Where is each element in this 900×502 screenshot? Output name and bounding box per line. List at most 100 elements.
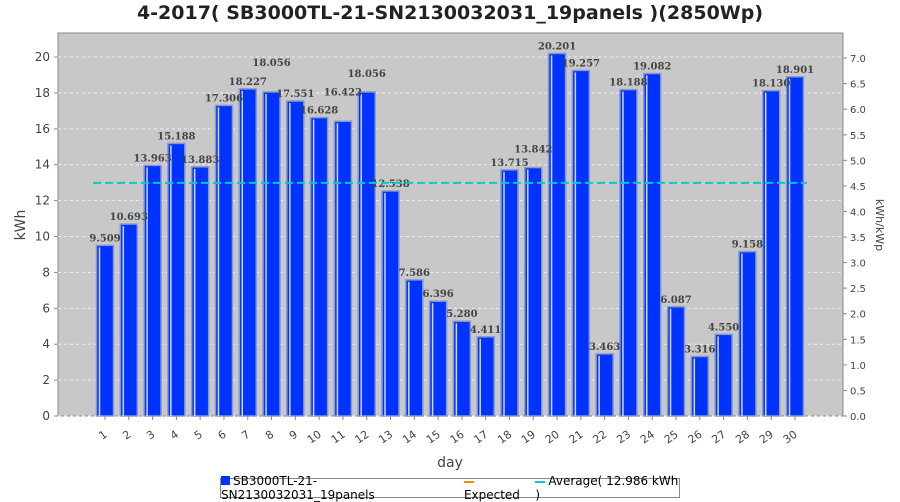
y-tick-label: 4 xyxy=(42,337,50,351)
y2-tick-label: 6.5 xyxy=(850,80,866,91)
data-label: 10.693 xyxy=(110,212,148,223)
y-tick-label: 0 xyxy=(42,409,50,423)
x-tick-label: 6 xyxy=(215,428,228,443)
x-tick-label: 5 xyxy=(192,428,205,443)
data-label: 18.901 xyxy=(776,65,814,76)
legend-average-label: Average( 12.986 kWh ) xyxy=(535,474,679,502)
data-label: 19.257 xyxy=(562,58,600,69)
y-tick-label: 18 xyxy=(35,86,50,100)
data-label: 5.280 xyxy=(446,309,477,320)
data-label: 7.586 xyxy=(399,268,430,279)
legend: SB3000TL-21-SN2130032031_19panels Expect… xyxy=(220,474,680,502)
legend-series: SB3000TL-21-SN2130032031_19panels xyxy=(221,474,458,502)
y2-tick-label: 0.5 xyxy=(850,386,866,397)
x-tick-label: 15 xyxy=(424,428,443,447)
x-tick-label: 12 xyxy=(353,428,372,447)
y-tick-label: 10 xyxy=(35,230,50,244)
data-label: 17.551 xyxy=(276,89,314,100)
data-label: 15.188 xyxy=(157,131,195,142)
x-tick-label: 18 xyxy=(495,428,514,447)
y2-tick-label: 4.0 xyxy=(850,207,866,218)
y2-tick-label: 0.0 xyxy=(850,412,866,423)
x-tick-label: 19 xyxy=(519,428,538,447)
x-tick-label: 9 xyxy=(287,428,300,443)
x-tick-label: 28 xyxy=(733,428,752,447)
x-tick-label: 29 xyxy=(757,428,776,447)
data-label: 16.628 xyxy=(300,106,338,117)
y-tick-label: 6 xyxy=(42,301,50,315)
y-tick-label: 2 xyxy=(42,373,50,387)
x-tick-label: 24 xyxy=(638,428,657,447)
legend-swatch-average xyxy=(535,480,546,483)
x-tick-label: 17 xyxy=(471,428,490,447)
y2-tick-label: 1.0 xyxy=(850,361,866,372)
x-tick-label: 20 xyxy=(543,428,562,447)
data-label: 18.056 xyxy=(348,69,386,80)
y-axis-label: kWh xyxy=(13,210,29,241)
data-label: 19.082 xyxy=(633,62,671,73)
legend-swatch-expected xyxy=(463,480,474,483)
data-label: 13.715 xyxy=(490,158,528,169)
x-tick-label: 7 xyxy=(239,428,252,443)
y2-axis-label: kWh/kWp xyxy=(873,199,886,251)
chart-canvas: 024681012141618200.00.51.01.52.02.53.03.… xyxy=(13,32,886,471)
data-label: 18.130 xyxy=(752,79,790,90)
y2-tick-label: 2.0 xyxy=(850,310,866,321)
x-tick-label: 21 xyxy=(567,428,586,447)
data-label: 9.509 xyxy=(89,233,120,244)
y2-tick-label: 3.5 xyxy=(850,233,866,244)
data-label: 18.188 xyxy=(609,78,647,89)
data-label: 9.158 xyxy=(732,240,763,251)
x-axis-label: day xyxy=(437,455,463,471)
x-tick-label: 22 xyxy=(590,428,609,447)
y2-tick-label: 5.5 xyxy=(850,131,866,142)
data-label: 20.201 xyxy=(538,41,576,52)
legend-expected-label: Expected xyxy=(463,488,520,502)
y-tick-label: 14 xyxy=(35,158,50,172)
y2-tick-label: 5.0 xyxy=(850,156,866,167)
data-label: 3.463 xyxy=(589,342,620,353)
x-tick-label: 13 xyxy=(376,428,395,447)
x-tick-label: 2 xyxy=(120,428,133,443)
data-label: 12.538 xyxy=(371,179,409,190)
y2-tick-label: 2.5 xyxy=(850,284,866,295)
x-tick-label: 14 xyxy=(400,428,419,447)
data-label: 4.411 xyxy=(470,325,501,336)
x-tick-label: 11 xyxy=(329,428,348,447)
data-label: 13.842 xyxy=(514,145,552,156)
y2-tick-label: 4.5 xyxy=(850,182,866,193)
x-tick-label: 30 xyxy=(781,428,800,447)
y-tick-label: 8 xyxy=(42,265,50,279)
x-tick-label: 25 xyxy=(662,428,681,447)
y2-tick-label: 6.0 xyxy=(850,105,866,116)
y2-tick-label: 7.0 xyxy=(850,54,866,65)
legend-average: Average( 12.986 kWh ) xyxy=(535,474,679,502)
x-tick-label: 16 xyxy=(448,428,467,447)
plot-area xyxy=(57,32,844,417)
data-label: 18.056 xyxy=(252,58,290,69)
y-tick-label: 20 xyxy=(35,50,50,64)
x-tick-label: 8 xyxy=(263,428,276,443)
x-tick-label: 10 xyxy=(305,428,324,447)
data-label: 17.306 xyxy=(205,93,243,104)
y2-tick-label: 3.0 xyxy=(850,259,866,270)
legend-swatch-series xyxy=(221,476,230,485)
data-label: 4.550 xyxy=(708,322,739,333)
x-tick-label: 3 xyxy=(144,428,157,443)
x-tick-label: 4 xyxy=(168,428,181,443)
data-label: 6.396 xyxy=(422,289,453,300)
legend-series-label: SB3000TL-21-SN2130032031_19panels xyxy=(221,474,375,502)
data-label: 13.883 xyxy=(181,155,219,166)
chart-title: 4-2017( SB3000TL-21-SN2130032031_19panel… xyxy=(136,2,764,24)
x-tick-label: 1 xyxy=(97,428,110,443)
data-label: 16.422 xyxy=(324,87,362,98)
data-label: 18.227 xyxy=(229,77,267,88)
y-tick-label: 16 xyxy=(35,122,50,136)
x-tick-label: 27 xyxy=(709,428,728,447)
legend-expected: Expected xyxy=(463,474,529,502)
y2-tick-label: 1.5 xyxy=(850,335,866,346)
y-tick-label: 12 xyxy=(35,194,50,208)
data-label: 3.316 xyxy=(684,344,715,355)
x-tick-label: 23 xyxy=(614,428,633,447)
data-label: 6.087 xyxy=(660,295,691,306)
